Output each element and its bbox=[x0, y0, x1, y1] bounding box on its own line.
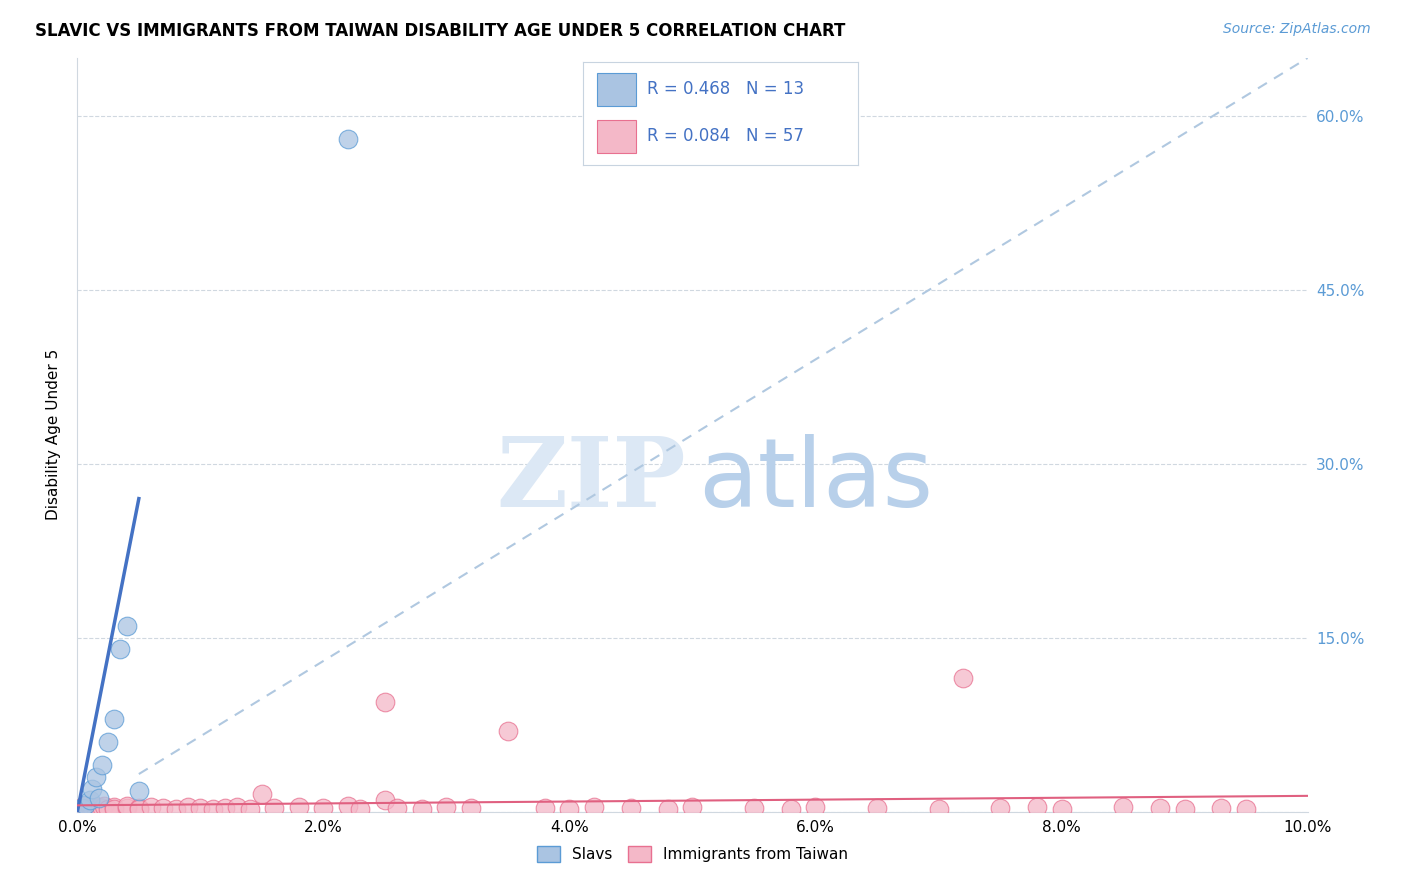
Point bbox=[288, 800, 311, 814]
Point bbox=[1112, 800, 1135, 814]
Point bbox=[460, 801, 482, 815]
Point bbox=[263, 801, 285, 815]
Point bbox=[103, 712, 125, 726]
Text: Source: ZipAtlas.com: Source: ZipAtlas.com bbox=[1223, 22, 1371, 37]
Point bbox=[780, 802, 803, 816]
Point bbox=[70, 801, 93, 815]
Point bbox=[97, 735, 120, 749]
Point bbox=[89, 790, 111, 805]
Point bbox=[115, 799, 138, 814]
Point bbox=[177, 800, 200, 814]
Point bbox=[128, 802, 150, 816]
Point bbox=[152, 801, 174, 815]
Point bbox=[79, 793, 101, 807]
Bar bbox=[598, 73, 636, 105]
Point bbox=[866, 801, 889, 815]
Point bbox=[82, 781, 104, 796]
Point bbox=[312, 801, 335, 815]
Point bbox=[496, 723, 519, 738]
Point bbox=[411, 802, 433, 816]
Point bbox=[337, 799, 360, 814]
Point bbox=[239, 802, 262, 816]
Text: R = 0.468   N = 13: R = 0.468 N = 13 bbox=[647, 80, 804, 98]
Point bbox=[226, 800, 249, 814]
Point bbox=[1211, 801, 1233, 815]
Point bbox=[141, 800, 163, 814]
Point bbox=[337, 132, 360, 146]
Point bbox=[952, 671, 974, 685]
Text: atlas: atlas bbox=[699, 434, 934, 526]
Point bbox=[90, 758, 114, 772]
Point bbox=[76, 802, 98, 816]
Point bbox=[90, 801, 114, 815]
Point bbox=[534, 801, 557, 815]
Point bbox=[128, 784, 150, 798]
Point bbox=[82, 801, 104, 815]
Bar bbox=[598, 120, 636, 153]
Point bbox=[620, 801, 643, 815]
Point bbox=[742, 801, 765, 815]
Point bbox=[1174, 802, 1197, 816]
Point bbox=[69, 801, 91, 815]
Legend: Slavs, Immigrants from Taiwan: Slavs, Immigrants from Taiwan bbox=[531, 840, 853, 868]
Point bbox=[73, 799, 96, 814]
Point bbox=[93, 799, 115, 814]
Point bbox=[1234, 802, 1257, 816]
Point bbox=[103, 800, 125, 814]
Point bbox=[1026, 800, 1049, 814]
Point bbox=[385, 801, 409, 815]
Point bbox=[165, 802, 187, 816]
Point bbox=[84, 770, 107, 784]
Point bbox=[657, 802, 679, 816]
Point bbox=[89, 800, 111, 814]
Point bbox=[103, 802, 125, 816]
Point bbox=[436, 800, 458, 814]
Point bbox=[84, 802, 107, 816]
Point bbox=[804, 800, 827, 814]
Point bbox=[73, 797, 96, 812]
Point bbox=[1149, 801, 1171, 815]
Point bbox=[201, 802, 224, 816]
Point bbox=[188, 801, 212, 815]
Point bbox=[110, 642, 132, 657]
Point bbox=[374, 793, 396, 807]
Point bbox=[928, 802, 950, 816]
Point bbox=[583, 800, 606, 814]
Text: R = 0.084   N = 57: R = 0.084 N = 57 bbox=[647, 128, 803, 145]
Text: ZIP: ZIP bbox=[496, 434, 686, 527]
Point bbox=[128, 801, 150, 815]
Point bbox=[115, 619, 138, 633]
Point bbox=[115, 801, 138, 815]
Point bbox=[1050, 802, 1073, 816]
Point bbox=[79, 800, 101, 814]
Text: SLAVIC VS IMMIGRANTS FROM TAIWAN DISABILITY AGE UNDER 5 CORRELATION CHART: SLAVIC VS IMMIGRANTS FROM TAIWAN DISABIL… bbox=[35, 22, 845, 40]
Point bbox=[214, 801, 236, 815]
Point bbox=[349, 802, 371, 816]
Point bbox=[374, 694, 396, 708]
Point bbox=[682, 800, 704, 814]
Point bbox=[97, 802, 120, 816]
Y-axis label: Disability Age Under 5: Disability Age Under 5 bbox=[46, 350, 62, 520]
Point bbox=[70, 802, 93, 816]
Point bbox=[250, 788, 273, 801]
Point bbox=[558, 802, 581, 816]
Point bbox=[988, 801, 1011, 815]
